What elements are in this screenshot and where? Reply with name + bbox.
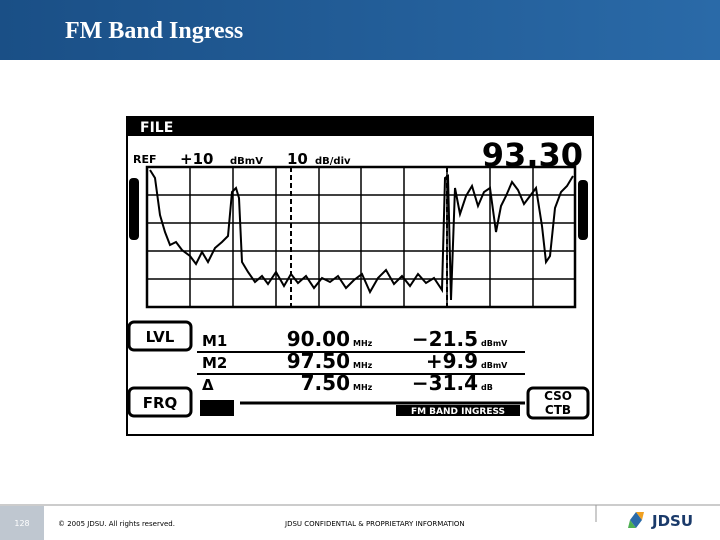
marker-label: Δ: [202, 376, 214, 394]
marker-level-unit: dBmV: [481, 339, 508, 348]
spectrum-trace: [149, 169, 574, 301]
marker-label: M1: [202, 332, 227, 350]
marker-level: −31.4: [412, 371, 478, 395]
scale-unit: dB/div: [315, 156, 351, 167]
marker-table: [197, 351, 525, 375]
instrument-screen: FILE REF +10 dBmV 10 dB/div 93.30 LVL FR…: [126, 116, 594, 436]
logo: JDSU: [628, 512, 693, 530]
confidential-notice: JDSU CONFIDENTIAL & PROPRIETARY INFORMAT…: [284, 520, 465, 528]
header-bar: [0, 0, 720, 60]
mode-label: FILE: [140, 120, 173, 136]
marker-frequency: 90.00: [287, 327, 350, 351]
frequency-button: FRQ: [143, 394, 178, 412]
marker-frequency: 7.50: [301, 371, 350, 395]
scale-value: 10: [287, 150, 308, 168]
plot-grid: [145, 165, 577, 309]
marker-frequency-unit: MHz: [353, 361, 373, 370]
ctb-label: CTB: [545, 403, 571, 417]
marker-level-unit: dB: [481, 383, 493, 392]
level-button: LVL: [146, 328, 175, 346]
file-name: FM BAND INGRESS: [411, 407, 505, 417]
ref-value: +10: [180, 150, 213, 168]
marker-frequency-unit: MHz: [353, 339, 373, 348]
marker-label: M2: [202, 354, 227, 372]
marker-frequency: 97.50: [287, 349, 350, 373]
marker-frequency-unit: MHz: [353, 383, 373, 392]
marker-level: +9.9: [426, 349, 478, 373]
marker-level: −21.5: [412, 327, 478, 351]
copyright: © 2005 JDSU. All rights reserved.: [58, 520, 175, 528]
ref-unit: dBmV: [230, 156, 263, 167]
slide-title: FM Band Ingress: [65, 18, 243, 44]
marker-level-unit: dBmV: [481, 361, 508, 370]
cso-label: CSO: [544, 389, 572, 403]
page-number: 128: [14, 519, 29, 528]
ref-label: REF: [133, 153, 157, 166]
logo-text: JDSU: [651, 512, 693, 530]
